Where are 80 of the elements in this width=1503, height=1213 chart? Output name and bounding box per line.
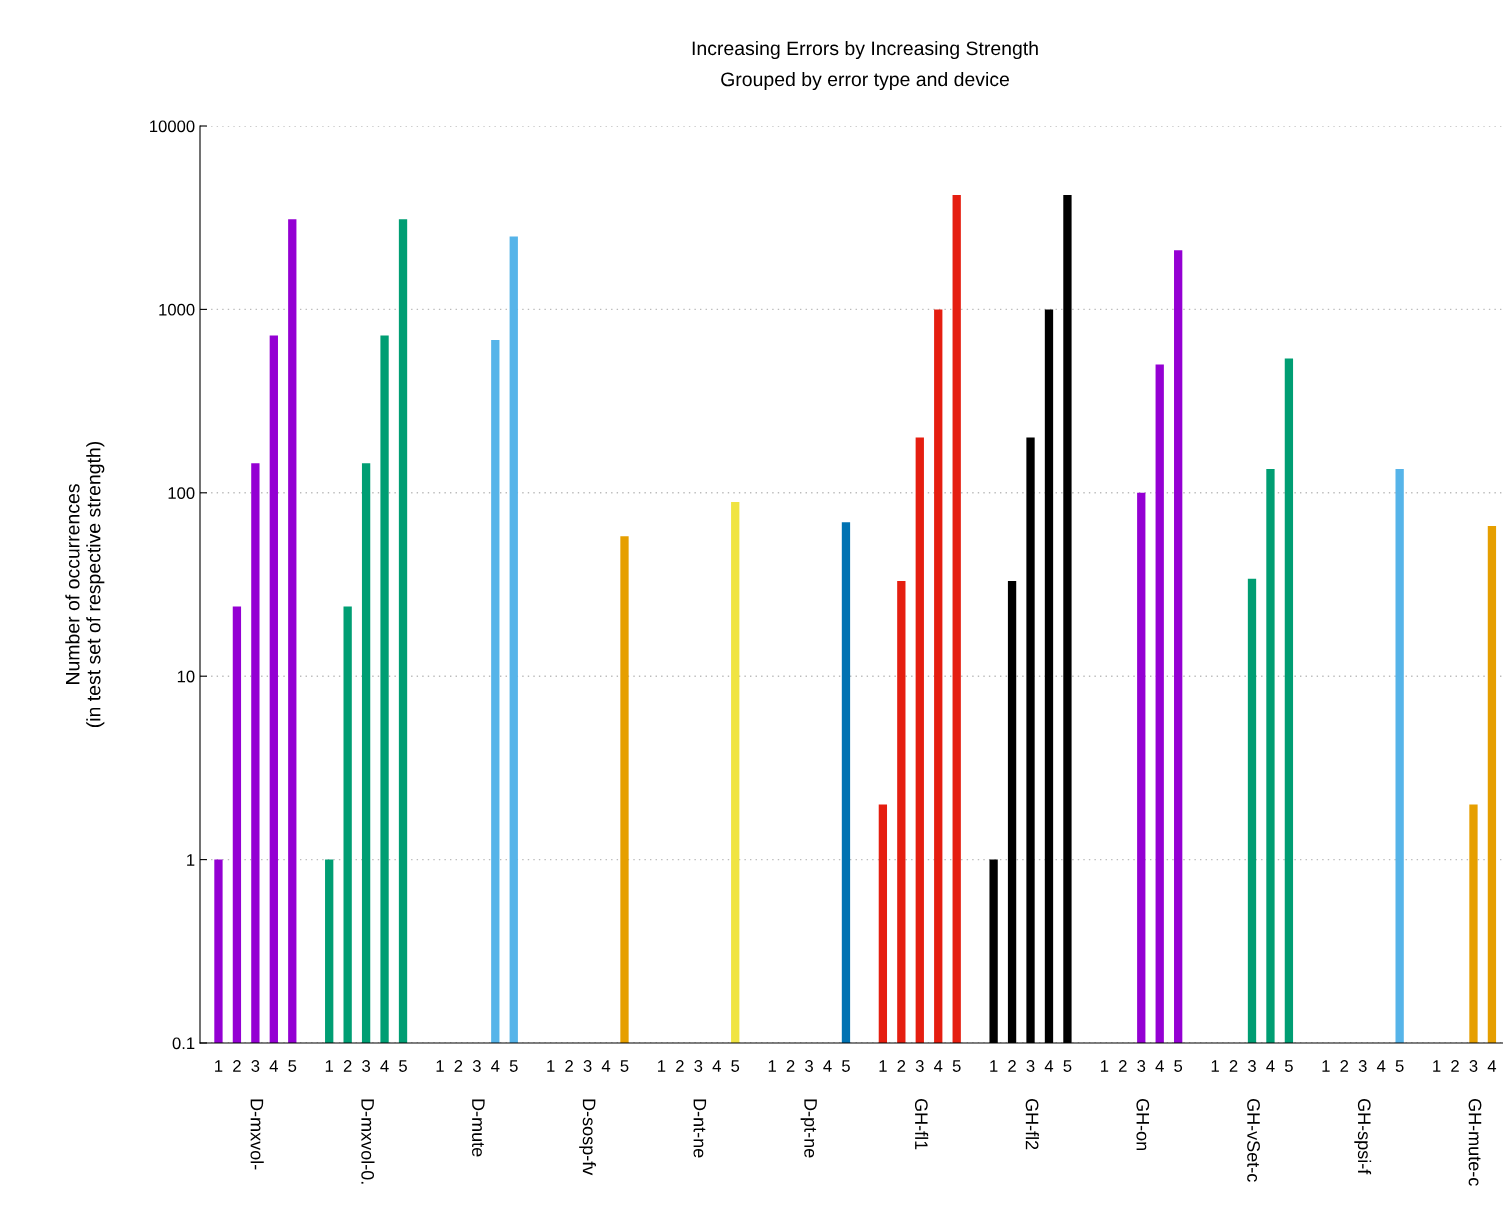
x-tick-label: 4 [1266,1060,1275,1072]
x-tick-label: 2 [897,1060,906,1072]
y-axis-title: Number of occurrences (in test set of respective strength) [65,441,105,728]
x-tick-label: 2 [1451,1060,1459,1072]
text: D-pt-ne [800,1099,817,1158]
x-tick-label: 1 [215,1060,223,1072]
x-tick-label: 4 [933,1060,943,1072]
x-tick-label: 1 [547,1060,555,1072]
x-tick-label: 3 [1469,1060,1478,1072]
x-tick-label: 3 [805,1060,813,1072]
x-tick-label: 2 [1340,1060,1349,1072]
x-tick-label: 3 [915,1060,924,1072]
text: D-sosp-fv [579,1099,596,1176]
x-tick-label: 5 [509,1060,518,1072]
text: GH-mute-c [1468,1098,1482,1186]
x-tick-label: 1 [990,1060,998,1072]
x-tick-label: 4 [380,1060,389,1072]
x-tick-label: 2 [1119,1060,1127,1072]
x-tick-label: 4 [491,1060,500,1072]
text: GH-fl1 [914,1098,929,1150]
x-tick-label: 4 [1044,1060,1054,1072]
x-tick-label: 4 [1155,1060,1164,1072]
x-tick-label: 5 [1395,1060,1404,1072]
x-tick-label: 1 [436,1060,444,1072]
x-tick-label: 3 [694,1060,703,1072]
x-tick-label: 4 [1376,1060,1386,1072]
x-tick-label: 3 [1248,1060,1256,1072]
text: GH-fl2 [1025,1098,1039,1150]
y-tick-label: 100 [168,487,195,499]
x-tick-label: 2 [343,1060,352,1072]
x-tick-label: 1 [768,1060,776,1072]
x-tick-label: 4 [823,1060,832,1072]
x-tick-label: 5 [1063,1060,1072,1072]
x-tick-label: 2 [786,1060,795,1072]
y-tick-label: 1 [187,854,195,866]
x-tick-label: 1 [1322,1060,1330,1072]
x-tick-label: 1 [1100,1060,1109,1072]
x-tick-label: 3 [1358,1060,1367,1072]
x-tick-label: 2 [676,1060,684,1072]
x-tick-label: 3 [251,1060,260,1072]
x-tick-label: 5 [952,1060,961,1072]
text: GH-spsi-f [1354,1098,1372,1175]
x-tick-label: 1 [1433,1060,1441,1072]
chart-subtitle: Grouped by error type and device [721,71,1009,91]
x-tick-label: 3 [1026,1060,1035,1072]
x-tick-label: 1 [658,1060,666,1072]
x-tick-label: 5 [399,1060,407,1072]
y-tick-label: 10000 [150,120,195,133]
x-tick-label: 3 [472,1060,481,1072]
x-tick-label: 4 [712,1060,721,1072]
text: D-mxvol-0. [361,1099,375,1184]
x-tick-label: 4 [269,1060,278,1072]
y-tick-label: 10 [177,670,195,683]
text: D-nt-ne [693,1099,707,1158]
x-tick-label: 5 [288,1060,297,1072]
x-tick-label: 1 [879,1060,887,1072]
text: GH-vSet-c [1247,1098,1260,1182]
x-tick-label: 2 [454,1060,463,1072]
x-tick-label: 5 [1284,1060,1293,1072]
x-tick-label: 3 [362,1060,371,1072]
x-tick-label: 5 [731,1060,740,1072]
y-tick-label: 1000 [159,303,195,316]
text: D-mxvol- [250,1099,264,1170]
x-tick-label: 5 [1174,1060,1183,1072]
y-tick-label: 0.1 [172,1037,195,1050]
text: D-mute [471,1099,485,1157]
x-tick-label: 2 [565,1060,573,1072]
x-tick-label: 2 [233,1060,241,1072]
x-tick-label: 5 [620,1060,629,1072]
x-tick-label: 2 [1229,1060,1238,1072]
x-tick-label: 3 [583,1060,592,1072]
x-tick-label: 2 [1008,1060,1016,1072]
x-tick-label: 4 [601,1060,611,1072]
x-tick-label: 4 [1487,1060,1497,1072]
x-tick-label: 3 [1137,1060,1146,1072]
x-tick-label: 5 [842,1060,850,1072]
text: GH-on [1136,1098,1150,1151]
chart-title: Increasing Errors by Increasing Strength [692,40,1038,60]
x-tick-label: 1 [325,1060,334,1072]
x-tick-label: 1 [1211,1060,1219,1072]
